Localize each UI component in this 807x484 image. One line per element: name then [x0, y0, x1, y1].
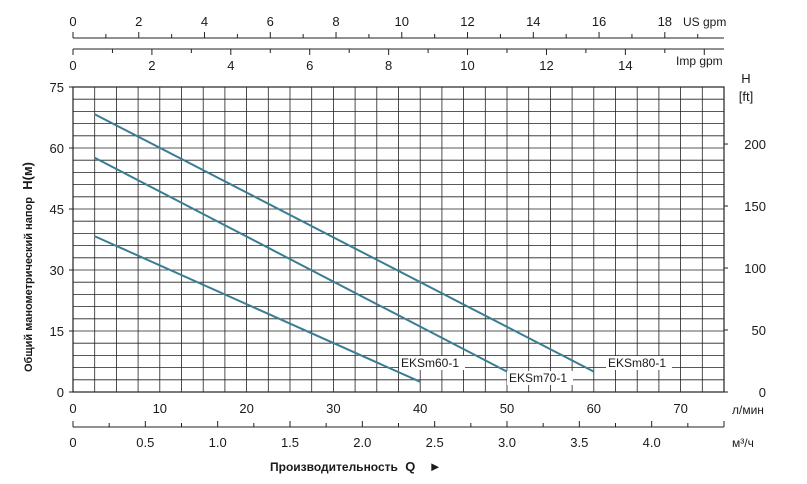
secondary-axis-tick-label: 16 — [592, 14, 606, 29]
secondary-axis-tick-label: 0 — [69, 435, 76, 450]
x-primary-tick-label: 10 — [153, 401, 167, 416]
chart-grid — [72, 86, 725, 393]
y-axis-title-symbol: H(м) — [20, 162, 35, 190]
y-right-unit-label: [ft] — [739, 89, 753, 104]
plot-frame — [72, 86, 725, 393]
series-line — [94, 156, 508, 373]
chart-series — [94, 113, 595, 383]
x-primary-tick-label: 30 — [326, 401, 340, 416]
secondary-axis-tick-label: 3.5 — [570, 435, 588, 450]
y-left-tick-label: 0 — [57, 385, 64, 400]
x-primary-tick-label: 0 — [69, 401, 76, 416]
x-primary-tick-label: 50 — [500, 401, 514, 416]
series-label-background — [399, 356, 465, 370]
series-label-background — [507, 371, 573, 385]
x-primary-tick-label: 70 — [673, 401, 687, 416]
secondary-axis-tick-label: 2.0 — [353, 435, 371, 450]
secondary-axis-tick-label: 4 — [227, 58, 234, 73]
y-right-tick-label: 50 — [752, 323, 766, 338]
x-primary-unit-label: л/мин — [732, 403, 764, 417]
secondary-axis-tick-label: 4 — [201, 14, 208, 29]
x-axis-title-symbol: Q — [405, 459, 415, 474]
y-right-tick-label: 100 — [744, 261, 766, 276]
y-axis-title: Общий манометрический напор H(м) — [20, 162, 35, 372]
secondary-axis-tick-label: 2 — [148, 58, 155, 73]
series-label: EKSm80-1 — [608, 356, 666, 370]
series-label: EKSm60-1 — [401, 356, 459, 370]
secondary-axis-tick-label: 8 — [385, 58, 392, 73]
x-axis-title-text: Производительность — [270, 460, 398, 474]
secondary-axis-tick-label: 8 — [332, 14, 339, 29]
x-axis-title: Производительность Q ► — [270, 459, 442, 474]
y-left-tick-label: 75 — [50, 80, 64, 95]
secondary-axis-unit-label: м³/ч — [732, 436, 754, 450]
secondary-axis-tick-label: 1.5 — [281, 435, 299, 450]
y-right-tick-label: 0 — [759, 385, 766, 400]
secondary-axis-tick-label: 1.0 — [209, 435, 227, 450]
x-axis-title-arrow: ► — [429, 459, 442, 474]
series-label-background — [606, 356, 672, 370]
secondary-axis-tick-label: 0 — [69, 14, 76, 29]
y-left-tick-label: 30 — [50, 263, 64, 278]
secondary-axis-tick-label: 0 — [69, 58, 76, 73]
secondary-axis-tick-label: 14 — [526, 14, 540, 29]
secondary-axis-tick-label: 2 — [135, 14, 142, 29]
secondary-axis-tick-label: 12 — [460, 14, 474, 29]
secondary-axis-tick-label: 6 — [267, 14, 274, 29]
x-primary-tick-label: 40 — [413, 401, 427, 416]
x-primary-tick-label: 20 — [239, 401, 253, 416]
series-line — [94, 235, 421, 383]
secondary-axis-tick-label: 2.5 — [426, 435, 444, 450]
secondary-axis-tick-label: 0.5 — [136, 435, 154, 450]
series-line — [94, 113, 595, 373]
y-right-tick-label: 200 — [744, 137, 766, 152]
secondary-axis-tick-label: 14 — [618, 58, 632, 73]
secondary-axis-tick-label: 10 — [460, 58, 474, 73]
series-label: EKSm70-1 — [509, 371, 567, 385]
secondary-axis-tick-label: 18 — [658, 14, 672, 29]
y-axis-title-text: Общий манометрический напор — [23, 197, 35, 372]
secondary-axis-unit-label: US gpm — [683, 15, 726, 29]
secondary-axis-tick-label: 6 — [306, 58, 313, 73]
secondary-axis-tick-label: 4.0 — [643, 435, 661, 450]
y-right-unit-label: H — [741, 71, 750, 86]
y-left-tick-label: 15 — [50, 324, 64, 339]
secondary-axis-tick-label: 12 — [539, 58, 553, 73]
y-right-tick-label: 150 — [744, 199, 766, 214]
chart-labels: EKSm80-1 EKSm70-1 EKSm60-1 — [399, 356, 672, 385]
secondary-axis-unit-label: Imp gpm — [676, 54, 723, 68]
y-left-tick-label: 45 — [50, 202, 64, 217]
x-primary-tick-label: 60 — [587, 401, 601, 416]
secondary-axis-tick-label: 10 — [395, 14, 409, 29]
y-left-tick-label: 60 — [50, 141, 64, 156]
secondary-axis-tick-label: 3.0 — [498, 435, 516, 450]
